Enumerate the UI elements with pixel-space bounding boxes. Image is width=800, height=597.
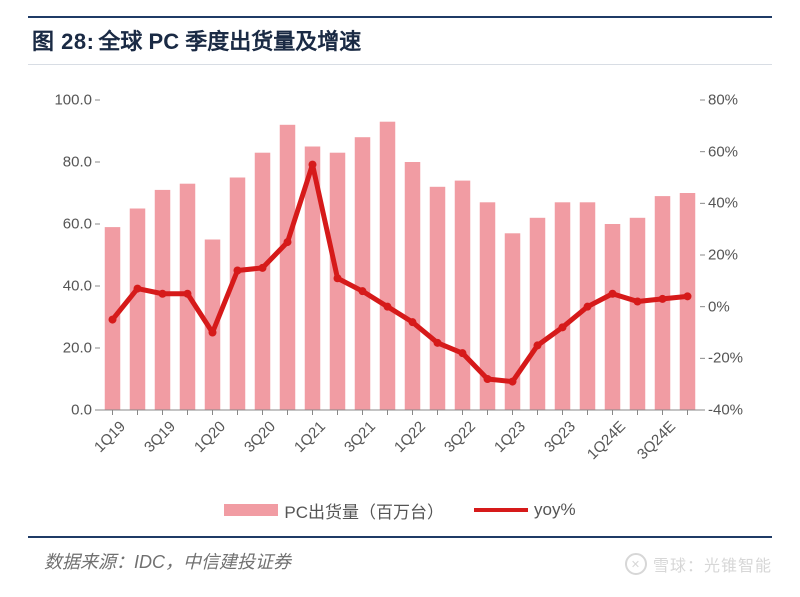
bar bbox=[405, 162, 421, 410]
yoy-marker bbox=[409, 318, 417, 326]
yoy-marker bbox=[659, 295, 667, 303]
y-left-tick-label: 40.0 bbox=[63, 278, 100, 295]
bar bbox=[605, 224, 621, 410]
yoy-marker bbox=[284, 238, 292, 246]
x-tick-label: 3Q19 bbox=[141, 418, 179, 456]
yoy-marker bbox=[109, 316, 117, 324]
figure-title: 全球 PC 季度出货量及增速 bbox=[98, 24, 361, 56]
yoy-marker bbox=[484, 375, 492, 383]
legend-item-bars: PC出货量（百万台） bbox=[224, 498, 444, 523]
bar bbox=[680, 193, 696, 410]
y-left-tick-label: 60.0 bbox=[63, 216, 100, 233]
bar bbox=[130, 209, 146, 411]
yoy-marker bbox=[259, 264, 267, 272]
y-left-tick-label: 0.0 bbox=[71, 402, 100, 419]
bar bbox=[530, 218, 546, 410]
bar bbox=[255, 153, 271, 410]
bar bbox=[380, 122, 396, 410]
x-tick-label: 1Q23 bbox=[491, 418, 529, 456]
bar bbox=[655, 196, 671, 410]
x-tick-label: 3Q23 bbox=[541, 418, 579, 456]
legend: PC出货量（百万台） yoy% bbox=[0, 495, 800, 525]
footer-rule bbox=[28, 536, 772, 538]
y-left-tick-label: 80.0 bbox=[63, 154, 100, 171]
x-tick-label: 1Q20 bbox=[191, 418, 229, 456]
x-tick-label: 1Q22 bbox=[391, 418, 429, 456]
y-right-tick-label: -20% bbox=[700, 350, 743, 367]
yoy-marker bbox=[459, 349, 467, 357]
x-tick-label: 3Q20 bbox=[241, 418, 279, 456]
yoy-marker bbox=[359, 287, 367, 295]
x-tick-label: 3Q22 bbox=[441, 418, 479, 456]
chart-plot-area: 0.020.040.060.080.0100.0 -40%-20%0%20%40… bbox=[100, 100, 700, 410]
yoy-marker bbox=[234, 267, 242, 275]
bar bbox=[555, 202, 571, 410]
bar bbox=[455, 181, 471, 410]
yoy-line bbox=[113, 165, 688, 382]
bar bbox=[155, 190, 171, 410]
y-right-tick-label: 80% bbox=[700, 92, 738, 109]
yoy-marker bbox=[509, 378, 517, 386]
y-right-tick-label: 60% bbox=[700, 143, 738, 160]
y-right-tick-label: 0% bbox=[700, 298, 730, 315]
x-axis-labels: 1Q193Q191Q203Q201Q213Q211Q223Q221Q233Q23… bbox=[100, 418, 700, 498]
chart-svg bbox=[100, 100, 700, 410]
y-left-tick-label: 20.0 bbox=[63, 340, 100, 357]
x-tick-label: 1Q24E bbox=[583, 418, 628, 463]
x-tick-label: 1Q21 bbox=[291, 418, 329, 456]
y-right-tick-label: 40% bbox=[700, 195, 738, 212]
yoy-marker bbox=[559, 323, 567, 331]
yoy-marker bbox=[134, 285, 142, 293]
bar bbox=[280, 125, 296, 410]
yoy-marker bbox=[334, 274, 342, 282]
snowball-icon: ✕ bbox=[625, 553, 647, 575]
bar bbox=[230, 178, 246, 411]
yoy-marker bbox=[534, 341, 542, 349]
watermark: ✕ 雪球：光锥智能 bbox=[625, 552, 772, 576]
yoy-marker bbox=[609, 290, 617, 298]
legend-item-line: yoy% bbox=[474, 500, 576, 520]
title-bottom-rule bbox=[28, 64, 772, 65]
y-right-tick-label: -40% bbox=[700, 402, 743, 419]
yoy-marker bbox=[309, 161, 317, 169]
x-tick-label: 3Q24E bbox=[633, 418, 678, 463]
yoy-marker bbox=[634, 298, 642, 306]
title-bar: 图 28: 全球 PC 季度出货量及增速 bbox=[28, 16, 772, 65]
bar bbox=[355, 137, 371, 410]
figure-number: 图 28: bbox=[32, 24, 94, 56]
yoy-marker bbox=[384, 303, 392, 311]
yoy-marker bbox=[209, 329, 217, 337]
legend-swatch-line bbox=[474, 508, 528, 512]
legend-line-label: yoy% bbox=[534, 500, 576, 520]
yoy-marker bbox=[184, 290, 192, 298]
bar bbox=[430, 187, 446, 410]
yoy-marker bbox=[434, 339, 442, 347]
y-right-tick-label: 20% bbox=[700, 247, 738, 264]
x-tick-label: 3Q21 bbox=[341, 418, 379, 456]
yoy-marker bbox=[159, 290, 167, 298]
bar bbox=[630, 218, 646, 410]
legend-swatch-bar bbox=[224, 504, 278, 516]
watermark-text: 雪球：光锥智能 bbox=[653, 552, 772, 576]
yoy-marker bbox=[684, 292, 692, 300]
data-source: 数据来源：IDC，中信建投证券 bbox=[44, 548, 291, 574]
y-left-tick-label: 100.0 bbox=[54, 92, 100, 109]
yoy-marker bbox=[584, 303, 592, 311]
legend-bar-label: PC出货量（百万台） bbox=[284, 498, 444, 523]
x-tick-label: 1Q19 bbox=[91, 418, 129, 456]
